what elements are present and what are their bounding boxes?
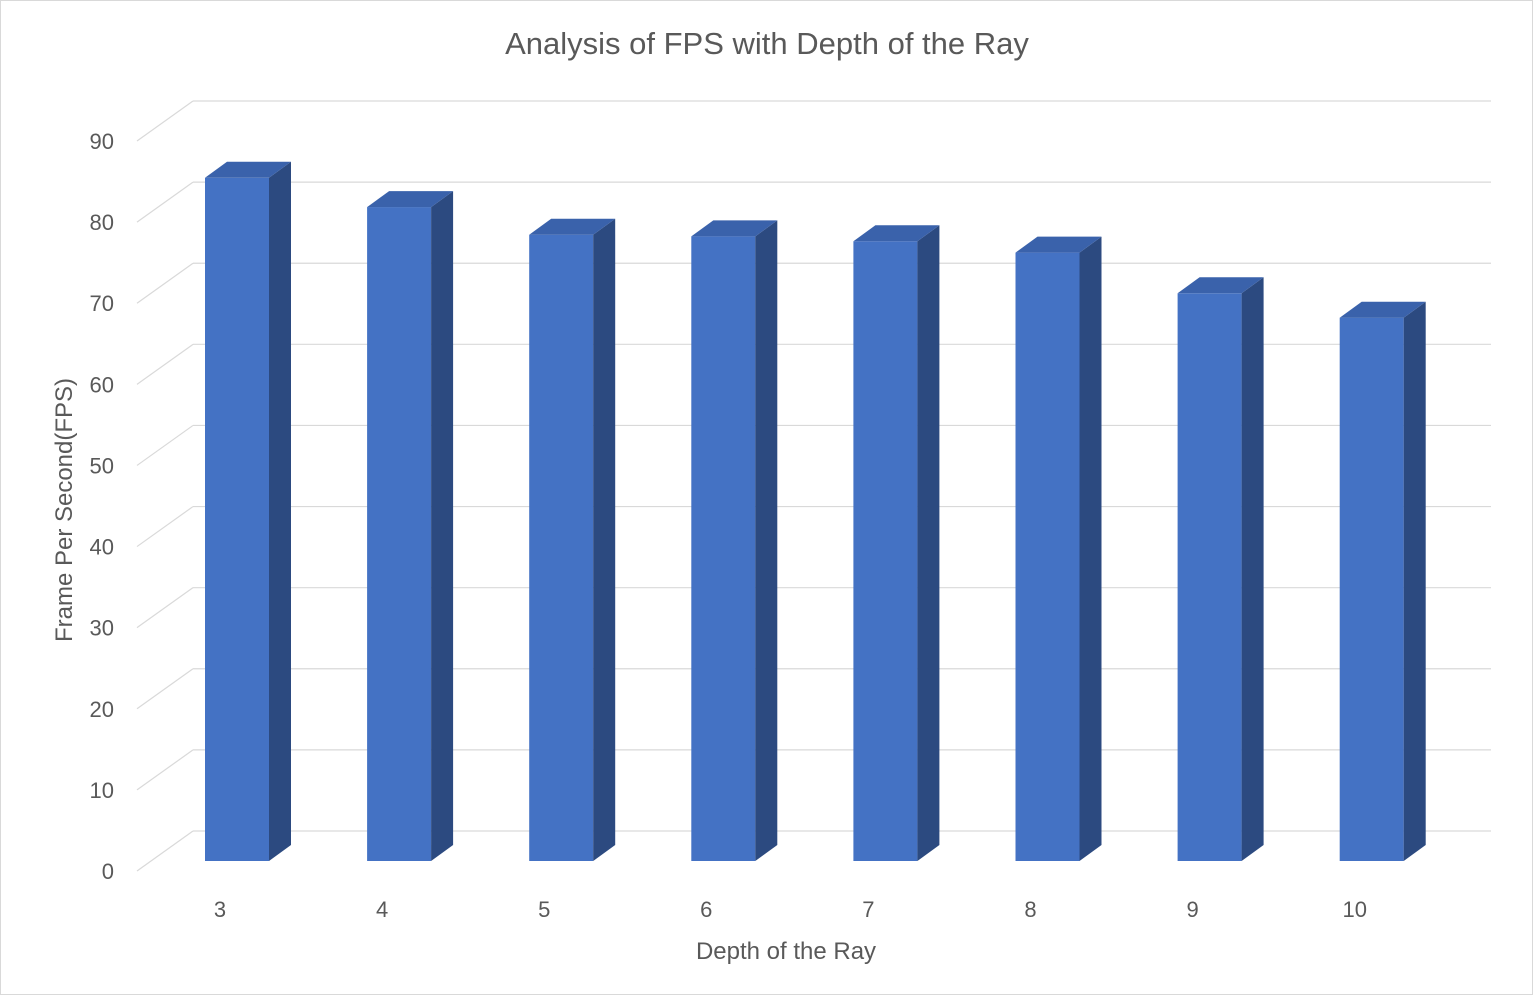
y-tick-label: 30 [90, 616, 114, 641]
bar-side [917, 225, 940, 862]
x-axis-ticks: 3 4 5 6 7 8 9 10 [214, 897, 1367, 922]
bar-top [1177, 277, 1264, 294]
bar-side [269, 161, 291, 862]
gridline-side [136, 749, 194, 791]
gridline-side [136, 424, 194, 466]
y-tick-label: 70 [90, 291, 114, 316]
gridlines [136, 100, 1491, 872]
bar-front [1339, 317, 1404, 861]
bar-top [1339, 301, 1426, 318]
x-tick-label: 5 [538, 897, 550, 922]
x-tick-label: 4 [376, 897, 388, 922]
bar-side [1403, 301, 1426, 861]
gridline-side [136, 587, 194, 629]
chart-title: Analysis of FPS with Depth of the Ray [505, 26, 1029, 61]
y-tick-label: 10 [90, 778, 114, 803]
bar-front [205, 177, 269, 862]
y-tick-label: 40 [90, 535, 114, 560]
x-tick-label: 7 [862, 897, 874, 922]
bar-top [853, 225, 940, 242]
bar-front [1177, 293, 1242, 861]
x-tick-label: 6 [700, 897, 712, 922]
y-tick-label: 50 [90, 453, 114, 478]
gridline-side [136, 262, 194, 304]
bar-top [529, 218, 616, 235]
bar-top [205, 161, 291, 178]
bar-front [529, 234, 594, 861]
x-tick-label: 3 [214, 897, 226, 922]
bar-side [593, 218, 616, 861]
y-axis-label: Frame Per Second(FPS) [51, 378, 78, 642]
y-tick-label: 0 [102, 859, 114, 884]
y-tick-label: 20 [90, 697, 114, 722]
y-tick-label: 80 [90, 210, 114, 235]
gridline-side [136, 181, 194, 223]
gridline-side [136, 830, 194, 872]
x-tick-label: 10 [1342, 897, 1366, 922]
bar-front [853, 241, 918, 862]
gridline-side [136, 506, 194, 548]
y-tick-label: 60 [90, 372, 114, 397]
bar-top [691, 220, 778, 237]
bar-front [691, 236, 756, 862]
y-tick-label: 90 [90, 129, 114, 154]
bars [205, 161, 1426, 862]
x-axis-label: Depth of the Ray [696, 938, 876, 965]
y-axis-ticks: 0 10 20 30 40 50 60 70 80 90 [90, 129, 114, 884]
gridline-side [136, 343, 194, 385]
x-tick-label: 9 [1186, 897, 1198, 922]
bar-top [1015, 236, 1102, 253]
bar-side [755, 220, 778, 862]
gridline-side [136, 100, 194, 142]
bar-side [1079, 236, 1102, 862]
x-tick-label: 8 [1024, 897, 1036, 922]
bar-side [1241, 277, 1264, 861]
bar-top [367, 191, 454, 208]
bar-front [1015, 252, 1080, 862]
gridline-side [136, 668, 194, 710]
bar-front [367, 207, 432, 861]
bar-side [431, 191, 454, 861]
